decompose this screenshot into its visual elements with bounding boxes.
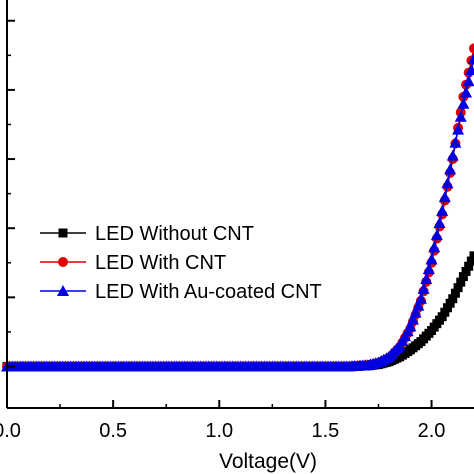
data-point-1-169 — [450, 288, 460, 298]
data-point-3-158 — [420, 273, 433, 285]
legend-marker-1 — [58, 228, 68, 238]
data-point-1-168 — [448, 294, 458, 304]
data-point-1-173 — [461, 266, 471, 276]
legend: LED Without CNT LED With CNT LED With Au-c… — [40, 223, 322, 303]
data-point-1-174 — [464, 261, 474, 271]
data-point-3-152 — [404, 320, 417, 332]
legend-label-2: LED With CNT — [95, 252, 226, 274]
data-point-1-171 — [456, 277, 466, 287]
data-point-3-169 — [449, 136, 462, 148]
data-point-3-156 — [414, 292, 427, 304]
series-layer — [1, 43, 474, 372]
legend-item-2: LED With CNT — [40, 252, 226, 274]
data-point-3-171 — [454, 110, 467, 122]
x-tick-label-2: 1.0 — [205, 420, 233, 442]
data-point-3-154 — [409, 306, 422, 318]
data-point-3-160 — [425, 253, 438, 265]
series-line-3 — [7, 58, 474, 368]
data-point-3-155 — [412, 299, 425, 311]
data-point-3-162 — [430, 229, 443, 241]
data-point-1-170 — [453, 283, 463, 293]
data-point-3-168 — [446, 149, 459, 161]
series-1 — [2, 251, 474, 372]
legend-label-1: LED Without CNT — [95, 223, 254, 245]
data-point-1-175 — [466, 256, 474, 266]
legend-item-1: LED Without CNT — [40, 223, 254, 245]
x-tick-label-4: 2.0 — [418, 420, 446, 442]
x-tick-label-1: 0.5 — [99, 420, 127, 442]
axes-layer: 0.0 0.5 1.0 1.5 2.0 — [0, 0, 474, 442]
data-point-3-173 — [460, 86, 473, 98]
legend-label-3: LED With Au-coated CNT — [95, 281, 322, 303]
data-point-1-176 — [469, 251, 474, 261]
x-tick-label-3: 1.5 — [312, 420, 340, 442]
legend-marker-2 — [58, 257, 68, 267]
data-point-3-167 — [444, 163, 457, 175]
series-2 — [2, 43, 474, 372]
data-point-3-153 — [406, 313, 419, 325]
data-point-3-174 — [462, 75, 474, 87]
legend-marker-3 — [57, 285, 69, 296]
series-3 — [1, 52, 474, 372]
data-point-3-166 — [441, 177, 454, 189]
data-point-3-175 — [465, 64, 474, 76]
data-point-1-172 — [458, 272, 468, 282]
data-point-3-163 — [433, 217, 446, 229]
data-point-3-164 — [436, 204, 449, 216]
data-point-3-161 — [428, 241, 441, 253]
data-point-3-157 — [417, 282, 430, 294]
series-line-2 — [7, 48, 474, 368]
legend-item-3: LED With Au-coated CNT — [40, 281, 322, 303]
data-point-3-170 — [452, 123, 465, 135]
data-point-2-176 — [469, 43, 474, 54]
data-point-3-172 — [457, 97, 470, 109]
data-point-3-165 — [438, 191, 451, 203]
x-tick-label-0: 0.0 — [0, 420, 21, 442]
data-point-3-159 — [422, 263, 435, 275]
data-point-3-176 — [468, 52, 474, 64]
x-axis-title: Voltage(V) — [219, 450, 317, 473]
